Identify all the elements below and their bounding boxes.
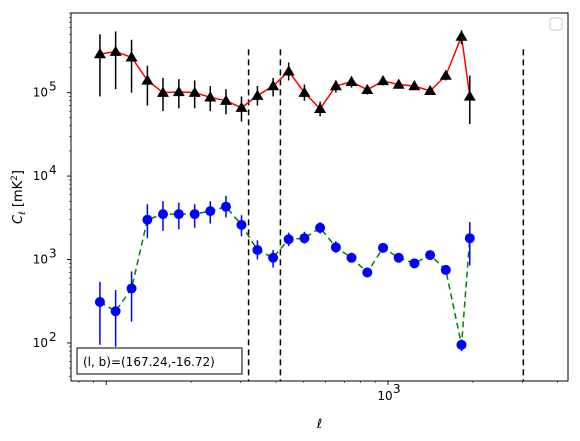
- annotation-text: (l, b)=(167.24,-16.72): [83, 355, 215, 369]
- plot-frame: [70, 12, 569, 382]
- y-tick-label: 10: [33, 169, 48, 183]
- data-point-triangle: [377, 74, 390, 86]
- legend: [549, 17, 563, 31]
- y-tick-exponent: 3: [49, 247, 57, 261]
- data-point-triangle: [439, 69, 452, 80]
- data-point-triangle: [455, 30, 468, 41]
- data-point-triangle: [172, 85, 185, 97]
- data-point-circle: [425, 250, 436, 261]
- data-point-triangle: [298, 86, 311, 97]
- data-point-triangle: [282, 65, 295, 76]
- data-point-triangle: [361, 83, 374, 95]
- data-point-circle: [330, 242, 341, 253]
- series-circle: [94, 195, 475, 352]
- data-point-circle: [378, 242, 389, 253]
- data-point-circle: [173, 209, 184, 220]
- y-tick-label: 10: [33, 336, 48, 350]
- data-point-circle: [299, 233, 310, 244]
- data-point-triangle: [141, 74, 154, 85]
- data-point-triangle: [204, 91, 217, 102]
- y-tick-exponent: 2: [49, 330, 57, 344]
- data-point-triangle: [392, 78, 405, 89]
- data-point-circle: [252, 245, 263, 256]
- axis-ticks: 10 210 310 410 510 3: [33, 12, 559, 403]
- data-point-circle: [409, 258, 420, 269]
- x-tick-label: 10: [377, 389, 392, 403]
- data-point-circle: [142, 214, 153, 225]
- data-point-triangle: [463, 90, 476, 101]
- data-point-triangle: [93, 48, 106, 59]
- x-tick-exponent: 3: [393, 382, 401, 396]
- data-point-triangle: [156, 86, 169, 97]
- data-point-circle: [440, 264, 451, 275]
- series-triangle: [93, 30, 476, 125]
- y-tick-exponent: 4: [49, 163, 57, 177]
- y-tick-label: 10: [33, 86, 48, 100]
- data-point-triangle: [125, 51, 138, 62]
- data-point-triangle: [314, 102, 327, 113]
- data-point-triangle: [109, 45, 122, 56]
- data-point-circle: [110, 306, 121, 317]
- data-point-circle: [393, 252, 404, 263]
- data-point-circle: [283, 234, 294, 245]
- data-point-circle: [126, 283, 137, 294]
- data-point-triangle: [345, 75, 358, 86]
- data-point-circle: [362, 267, 373, 278]
- data-point-circle: [456, 339, 467, 350]
- data-point-triangle: [329, 80, 342, 91]
- data-point-circle: [94, 296, 105, 307]
- data-point-triangle: [408, 80, 421, 91]
- data-point-circle: [236, 219, 247, 230]
- coordinate-annotation: (l, b)=(167.24,-16.72): [76, 347, 243, 375]
- data-point-circle: [346, 252, 357, 263]
- data-point-circle: [205, 206, 216, 217]
- y-axis-label: Cℓ [mK2]: [10, 170, 28, 224]
- data-point-circle: [464, 233, 475, 244]
- data-point-circle: [268, 252, 279, 263]
- x-axis-label: ℓ: [316, 417, 322, 432]
- y-tick-exponent: 5: [49, 80, 57, 94]
- data-point-triangle: [188, 86, 201, 97]
- data-point-circle: [189, 209, 200, 220]
- data-point-circle: [315, 222, 326, 233]
- annotation-box: [76, 347, 243, 375]
- data-point-circle: [157, 209, 168, 220]
- data-point-triangle: [267, 80, 280, 91]
- vertical-lines: [247, 49, 525, 381]
- data-point-triangle: [424, 84, 437, 96]
- y-tick-label: 10: [33, 253, 48, 267]
- series-layer: [93, 30, 476, 352]
- series-line: [99, 205, 471, 345]
- data-point-triangle: [251, 89, 264, 100]
- legend-frame: [549, 17, 563, 31]
- data-point-triangle: [235, 101, 248, 112]
- data-point-circle: [220, 201, 231, 212]
- data-point-triangle: [219, 94, 232, 105]
